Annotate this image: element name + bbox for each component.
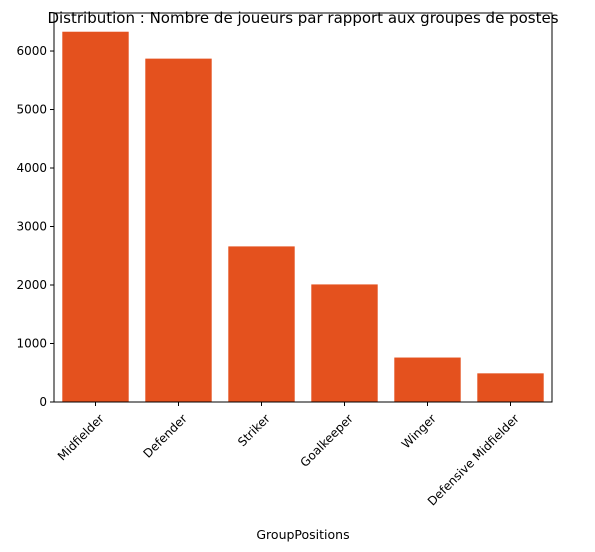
bar-striker	[228, 246, 295, 402]
x-tick-label: Defensive Midfielder	[425, 411, 522, 508]
y-tick-label: 6000	[16, 44, 47, 58]
y-tick-label: 0	[39, 395, 47, 409]
chart-title: Distribution : Nombre de joueurs par rap…	[47, 9, 558, 27]
bar-defensive-midfielder	[477, 373, 544, 402]
y-tick-label: 1000	[16, 337, 47, 351]
x-tick-label: Winger	[399, 411, 439, 451]
bar-midfielder	[62, 31, 129, 402]
x-tick-label: Defender	[140, 411, 189, 460]
x-tick-label: Midfielder	[55, 411, 107, 463]
x-tick-label: Striker	[235, 411, 273, 449]
y-tick-label: 4000	[16, 161, 47, 175]
bar-defender	[145, 58, 212, 402]
x-tick-label: Goalkeeper	[297, 411, 355, 469]
y-tick-label: 5000	[16, 103, 47, 117]
x-axis: Midfielder Defender Striker Goalkeeper Winge…	[55, 402, 522, 508]
y-tick-label: 2000	[16, 278, 47, 292]
plot-frame	[53, 12, 553, 403]
y-axis: 0 1000 2000 3000 4000 5000 6000	[16, 44, 54, 409]
bars-group	[62, 31, 544, 402]
bar-goalkeeper	[311, 284, 378, 402]
bar-winger	[394, 357, 461, 402]
x-axis-label: GroupPositions	[256, 527, 349, 542]
y-tick-label: 3000	[16, 220, 47, 234]
